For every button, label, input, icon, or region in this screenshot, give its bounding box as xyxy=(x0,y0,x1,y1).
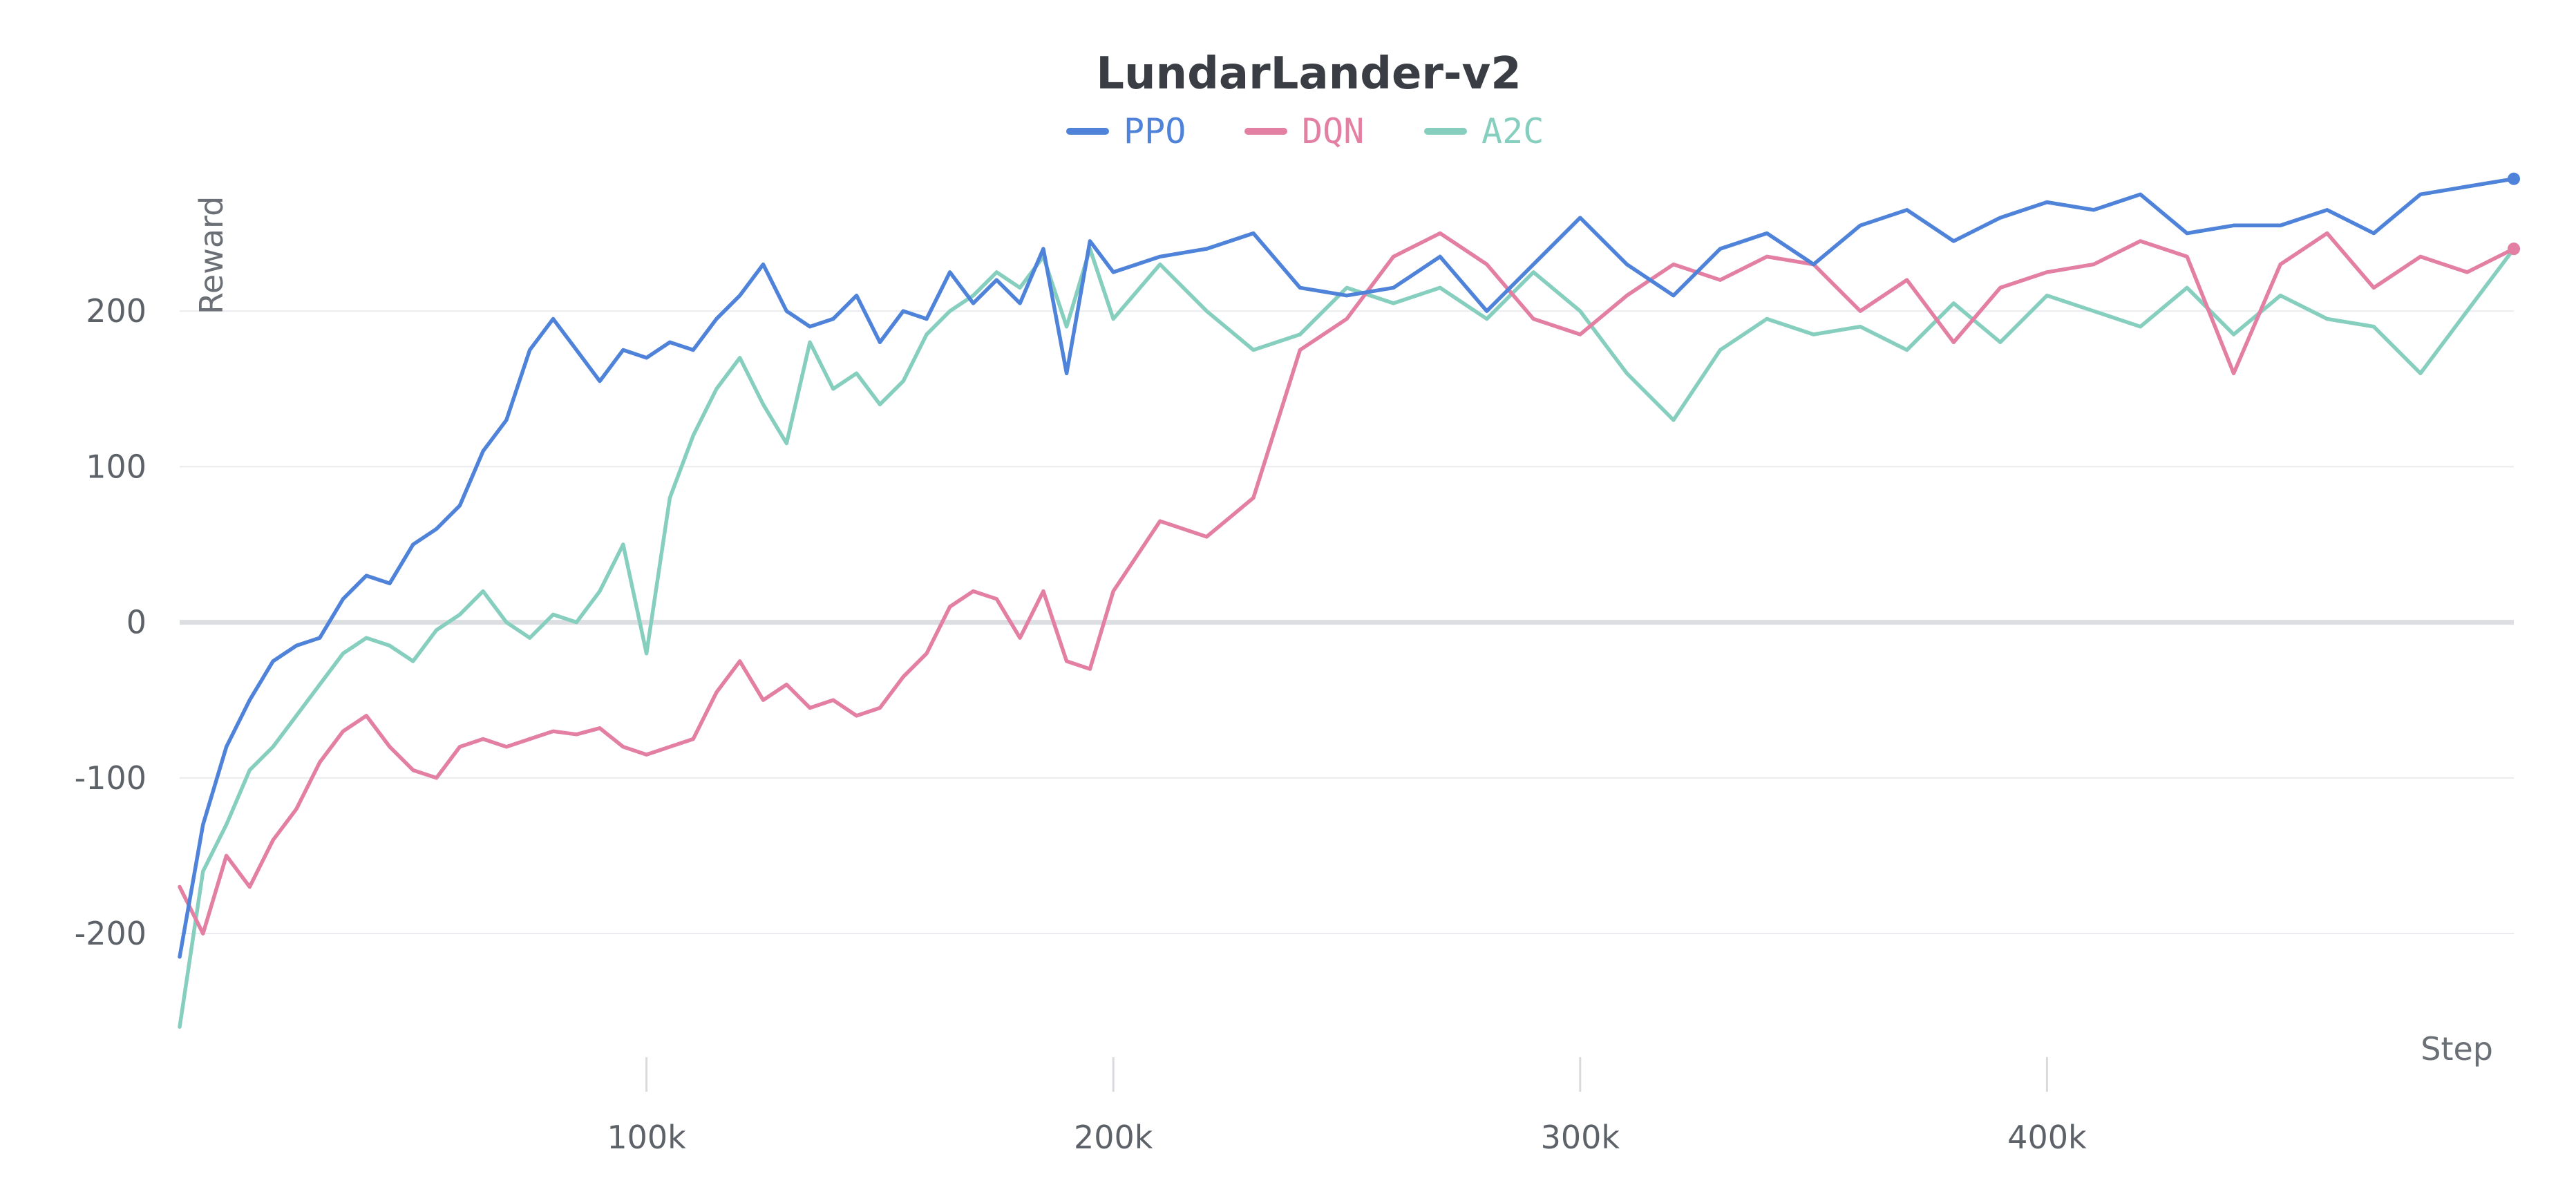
x-tick-label: 300k xyxy=(1541,1119,1620,1156)
legend-item-a2c[interactable]: A2C xyxy=(1424,111,1544,151)
series-end-point-dqn xyxy=(2508,243,2520,256)
x-axis-label: Step xyxy=(2421,1030,2493,1068)
series-line-dqn xyxy=(178,231,2516,936)
series-line-a2c xyxy=(178,247,2516,1029)
y-tick-label: 0 xyxy=(126,604,146,641)
x-tick-label: 400k xyxy=(2007,1119,2087,1156)
y-axis: -200 -100 0 100 200 xyxy=(75,292,146,952)
y-tick-label: 200 xyxy=(86,292,146,330)
x-tick-label: 200k xyxy=(1074,1119,1153,1156)
y-axis-label: Reward xyxy=(193,196,230,314)
legend-label: PPO xyxy=(1124,111,1186,151)
y-tick-label: 100 xyxy=(86,448,146,485)
series-end-point-ppo xyxy=(2508,172,2520,185)
x-tick-label: 100k xyxy=(607,1119,686,1156)
legend-item-ppo[interactable]: PPO xyxy=(1066,111,1186,151)
series-line-ppo xyxy=(178,177,2516,959)
legend-label: DQN xyxy=(1302,111,1364,151)
series-layer xyxy=(178,172,2520,1029)
legend-item-dqn[interactable]: DQN xyxy=(1244,111,1364,151)
chart-title: LundarLander-v2 xyxy=(1096,48,1522,100)
y-tick-label: -200 xyxy=(75,915,146,952)
legend: PPO DQN A2C xyxy=(1066,111,1544,151)
gridlines xyxy=(180,310,2514,935)
legend-label: A2C xyxy=(1481,111,1544,151)
x-axis: 100k 200k 300k 400k xyxy=(607,1057,2087,1156)
y-tick-label: -100 xyxy=(75,759,146,797)
